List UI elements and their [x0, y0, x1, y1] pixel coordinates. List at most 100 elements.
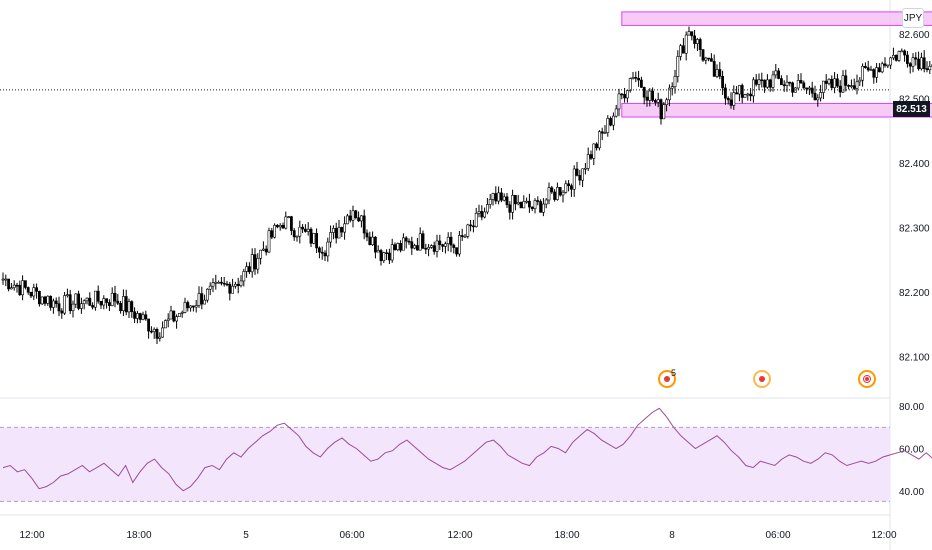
candle-body — [653, 100, 657, 103]
candle-body — [343, 223, 347, 233]
candle-body — [12, 284, 16, 289]
candle-body — [133, 311, 137, 319]
candle-body — [172, 310, 176, 322]
candle-body — [295, 235, 299, 238]
candle-body — [592, 143, 596, 159]
candle-body — [175, 316, 179, 322]
candle-body — [463, 235, 467, 238]
candle-body — [312, 233, 316, 244]
candle-body — [877, 67, 881, 73]
candle-body — [418, 233, 422, 251]
currency-button[interactable]: JPY — [902, 8, 924, 28]
earnings-event-count: 5 — [671, 368, 677, 378]
candle-body — [527, 200, 531, 208]
candle-body — [757, 79, 761, 85]
rsi-axis-label: 60.00 — [899, 445, 924, 456]
candle-body — [455, 247, 459, 255]
candle-body — [228, 283, 232, 294]
candle-body — [900, 50, 904, 53]
economic-event-icon[interactable] — [858, 370, 876, 388]
candle-body — [883, 63, 887, 66]
candle-body — [796, 80, 800, 89]
candle-body — [66, 294, 69, 296]
candle-body — [150, 330, 153, 333]
candle-body — [497, 192, 501, 202]
candle-body — [267, 230, 271, 253]
candle-body — [704, 57, 708, 61]
candle-body — [681, 45, 685, 54]
candle-body — [648, 90, 652, 101]
candle-body — [928, 66, 932, 71]
time-axis-label: 06:00 — [339, 530, 364, 541]
candle-body — [707, 57, 711, 60]
candle-body — [499, 192, 503, 201]
candle-body — [651, 90, 655, 101]
candle-body — [886, 64, 890, 67]
candle-body — [194, 305, 198, 308]
price-axis-label: 82.300 — [899, 223, 930, 234]
candle-body — [382, 252, 386, 261]
candle-body — [289, 216, 293, 231]
candle-body — [586, 154, 590, 169]
candle-body — [57, 303, 61, 312]
range-zone — [621, 11, 932, 26]
candle-body — [721, 76, 725, 89]
candle-body — [18, 284, 22, 296]
candle-body — [670, 86, 674, 89]
candle-body — [189, 305, 193, 309]
candle-body — [813, 92, 817, 101]
time-axis-label: 18:00 — [126, 530, 151, 541]
candle-body — [544, 199, 548, 205]
dividend-event-icon[interactable] — [753, 370, 771, 388]
candle-body — [239, 280, 243, 287]
candle-body — [833, 78, 837, 88]
candle-body — [231, 285, 235, 294]
candle-body — [4, 278, 8, 281]
candle-body — [245, 266, 249, 272]
candle-body — [320, 251, 324, 254]
rsi-line — [2, 407, 932, 492]
candle-body — [477, 211, 481, 214]
candle-body — [396, 243, 400, 251]
candle-body — [774, 70, 778, 76]
candle-body — [407, 240, 411, 243]
candle-body — [152, 329, 156, 332]
candle-body — [186, 302, 190, 309]
candle-body — [306, 228, 310, 232]
candle-body — [732, 92, 736, 106]
candle-body — [429, 245, 433, 248]
candle-body — [270, 230, 274, 238]
candle-body — [96, 290, 100, 302]
candle-body — [158, 336, 162, 339]
candle-body — [547, 187, 551, 201]
candle-body — [68, 294, 72, 312]
candle-body — [782, 84, 786, 87]
candle-body — [351, 210, 355, 221]
candle-body — [102, 298, 106, 306]
candle-body — [200, 293, 204, 305]
candle-body — [166, 318, 170, 321]
candle-body — [225, 283, 229, 286]
candle-body — [242, 271, 246, 282]
earnings-event-icon[interactable] — [658, 370, 676, 388]
candle-body — [861, 65, 865, 81]
candle-body — [539, 201, 543, 213]
candle-body — [788, 81, 792, 84]
candle-body — [217, 281, 221, 284]
candle-body — [180, 312, 184, 314]
candle-body — [345, 215, 349, 225]
candle-body — [443, 243, 447, 247]
candle-body — [253, 254, 257, 270]
candle-body — [726, 97, 730, 101]
candle-body — [656, 99, 660, 103]
candle-body — [334, 228, 338, 239]
candle-body — [85, 297, 89, 302]
candle-body — [197, 293, 201, 306]
candle-body — [208, 285, 212, 290]
candle-body — [357, 217, 361, 222]
candle-body — [40, 296, 44, 305]
candle-body — [91, 305, 95, 308]
candle-body — [365, 232, 369, 238]
candle-body — [578, 175, 582, 181]
